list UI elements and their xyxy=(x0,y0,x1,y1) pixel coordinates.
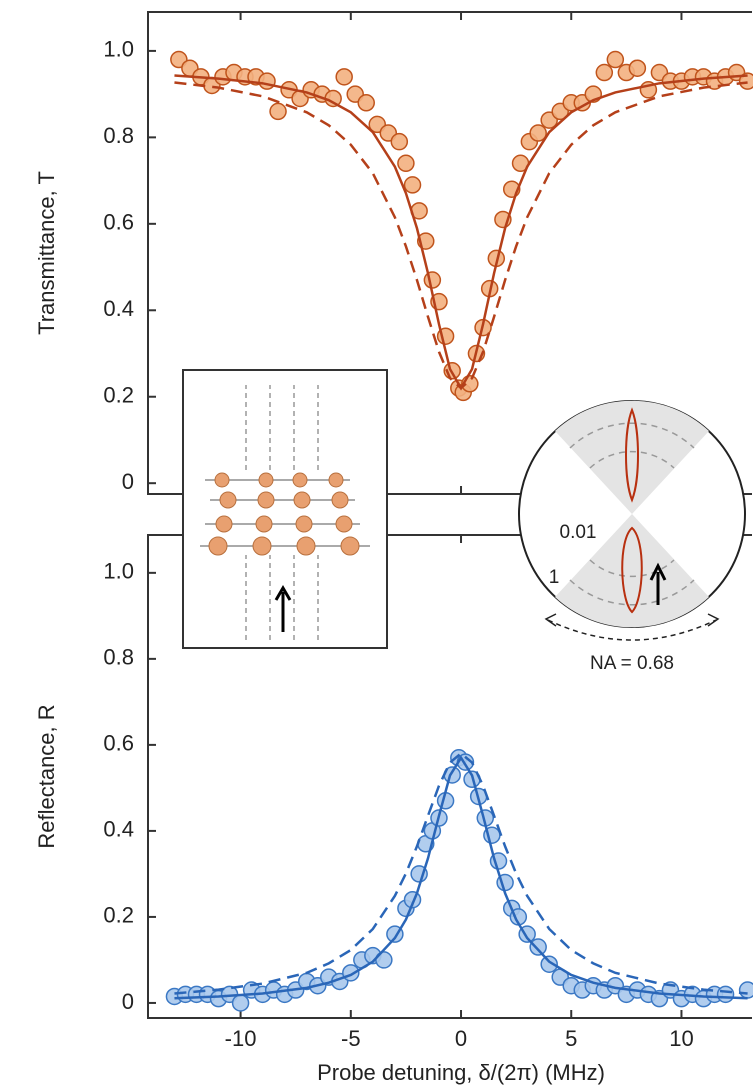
data-point xyxy=(269,102,287,121)
x-tick-label: 5 xyxy=(565,1026,577,1051)
y-tick-label: 0.4 xyxy=(103,296,134,321)
data-point xyxy=(258,72,276,90)
y-tick-label: 1.0 xyxy=(103,559,134,584)
y-tick-label: 1.0 xyxy=(103,37,134,62)
data-point xyxy=(738,72,753,90)
fit-curve-dashed xyxy=(174,751,748,995)
insets: 0.01 1 NA = 0.68 xyxy=(182,369,746,674)
atoms xyxy=(208,472,360,556)
axis-frame xyxy=(147,534,752,1019)
data-point xyxy=(390,132,409,151)
y-tick-label: 0 xyxy=(122,469,134,494)
na-arc xyxy=(547,619,717,641)
data-point xyxy=(231,994,250,1012)
radiation-pattern xyxy=(621,407,643,614)
fit-curve xyxy=(174,74,748,391)
annotation: NA = 0.68 xyxy=(590,653,674,674)
annotation: 1 xyxy=(549,567,560,588)
data-point xyxy=(423,271,442,289)
data-point xyxy=(738,981,753,999)
radial-grid xyxy=(569,422,695,606)
y-tick-label: 0.6 xyxy=(103,731,134,756)
x-tick-label: 10 xyxy=(669,1026,693,1051)
na-arrowheads xyxy=(544,613,720,627)
y-tick-label: 0 xyxy=(122,989,134,1014)
data-point xyxy=(357,94,375,112)
lattice-inset xyxy=(182,369,388,649)
fit-curve xyxy=(174,755,748,1000)
annotation: 0.01 xyxy=(560,522,597,543)
y-tick-label: 0.6 xyxy=(103,210,134,235)
data-point xyxy=(403,176,422,194)
axis-frame xyxy=(147,11,752,495)
pattern-arrow xyxy=(649,562,667,605)
fit-curve-dashed xyxy=(174,81,748,390)
x-tick-label: 0 xyxy=(455,1026,467,1051)
probe-arrow xyxy=(274,585,292,632)
y-tick-label: 0.2 xyxy=(103,903,134,928)
x-axis-label: Probe detuning, δ/(2π) (MHz) xyxy=(317,1060,605,1085)
y-tick-label: 0.8 xyxy=(103,123,134,148)
x-tick-label: -5 xyxy=(341,1026,361,1051)
data-point xyxy=(335,68,353,86)
y-axis-label: Reflectance, R xyxy=(34,704,59,848)
y-tick-label: 0.8 xyxy=(103,645,134,670)
data-point xyxy=(606,50,625,69)
data-point xyxy=(397,154,415,173)
x-tick-label: -10 xyxy=(225,1026,257,1051)
y-axis-label: Transmittance, T xyxy=(34,171,59,335)
data-point xyxy=(529,938,547,956)
na-cones xyxy=(555,400,709,628)
data-point xyxy=(595,63,614,82)
y-tick-label: 0.4 xyxy=(103,817,134,842)
data-point xyxy=(716,985,735,1004)
y-tick-label: 0.2 xyxy=(103,383,134,408)
data-point xyxy=(529,124,547,142)
data-point xyxy=(540,955,558,973)
plots: 0 0.2 0.4 0.6 0.8 1.0 Transmittance, T 0 0.2 0.4 0… xyxy=(34,11,753,1085)
data-point xyxy=(628,59,647,77)
